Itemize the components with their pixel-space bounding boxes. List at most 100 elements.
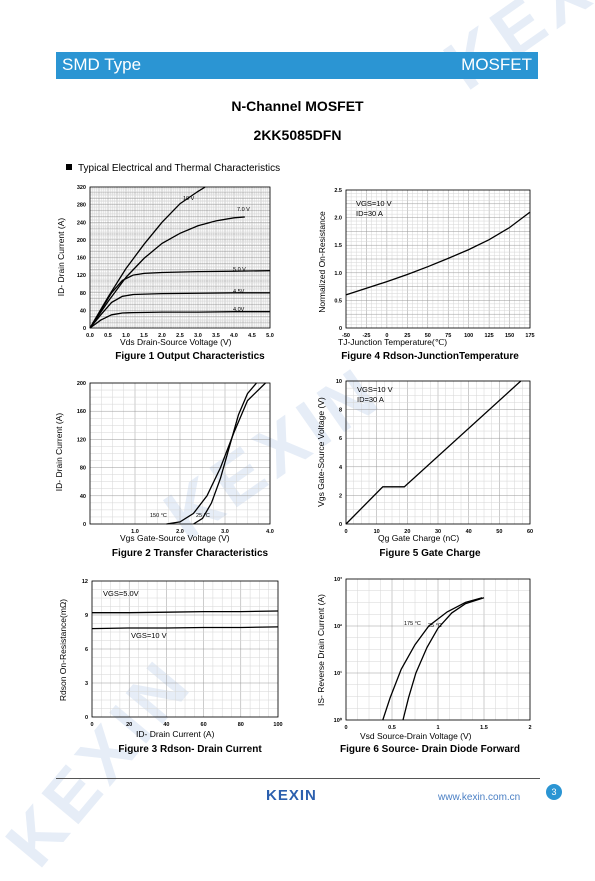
fig1-series-line-1 [89, 186, 206, 329]
fig6-xtick-label: 0 [344, 725, 347, 731]
fig1-ytick-label: 240 [77, 220, 86, 226]
header-type: SMD Type [62, 55, 142, 74]
fig4-xaxis-label: TJ-Junction Temperature(℃) [338, 337, 447, 347]
fig1-series-label: 10 V [183, 196, 195, 202]
fig4-xtick-label: 125 [485, 333, 494, 339]
bullet-square-icon [66, 164, 72, 170]
fig1-xtick-label: 0.5 [104, 333, 112, 339]
fig5-caption: Figure 5 Gate Charge [379, 548, 481, 559]
fig3-ytick-label: 0 [85, 715, 88, 721]
fig5-xtick-label: 50 [496, 529, 502, 535]
fig3-ytick-label: 12 [82, 579, 88, 585]
fig2-chart: 1.0 2.0 3.0 4.0 0 40 80 120 160 200 Vgs Gate-Sourc… [54, 381, 274, 543]
fig5-ytick-label: 0 [339, 522, 342, 528]
fig5-annotation: ID=30 A [357, 395, 384, 404]
fig6-xtick-label: 1.5 [480, 725, 488, 731]
fig1-series-line-2 [89, 216, 245, 329]
fig3-ytick-label: 6 [85, 647, 88, 653]
fig1-plot-frame [89, 186, 271, 329]
fig2-xtick-label: 4.0 [266, 529, 274, 535]
fig6-ytick-label: 10⁰ [334, 717, 343, 724]
fig3-xtick-label: 100 [273, 722, 282, 728]
fig2-ytick-label: 160 [77, 409, 86, 415]
fig5-ytick-label: 2 [339, 493, 342, 499]
fig4-annotation: ID=30 A [356, 209, 383, 218]
fig5-xtick-label: 10 [374, 529, 380, 535]
fig6-yaxis-label: IS- Reverse Drain Current (A) [316, 594, 326, 706]
fig2-series-label: 150 °C [150, 513, 167, 519]
fig2-xtick-label: 3.0 [221, 529, 229, 535]
fig3-chart: 0 20 40 60 80 100 0 3 6 9 12 ID- Drain Current (A) R… [58, 579, 283, 739]
fig4-xtick-label: 175 [525, 333, 534, 339]
fig1-xaxis-label: Vds Drain-Source Voltage (V) [120, 337, 232, 347]
fig3-plot-frame [91, 580, 279, 718]
fig3-series-line-1 [92, 610, 279, 614]
fig4-xtick-label: -50 [342, 333, 350, 339]
fig1-series-label: 7.0 V [237, 207, 250, 213]
page-title: N-Channel MOSFET [231, 98, 364, 114]
fig5-xtick-label: 20 [404, 529, 410, 535]
fig2-yaxis-label: ID- Drain Current (A) [54, 413, 64, 492]
fig2-ytick-label: 200 [77, 381, 86, 387]
fig1-ytick-label: 280 [77, 203, 86, 209]
fig4-xtick-label: 150 [505, 333, 514, 339]
fig1-ytick-label: 0 [83, 326, 86, 332]
fig4-yaxis-label: Normalized On-Resistance [317, 211, 327, 313]
fig3-annotation: VGS=10 V [131, 631, 167, 640]
fig1-xtick-label: 2.5 [176, 333, 184, 339]
fig2-ytick-label: 40 [80, 494, 86, 500]
part-number: 2KK5085DFN [253, 127, 342, 143]
fig4-ytick-label: 1.0 [334, 271, 342, 277]
fig3-ytick-label: 9 [85, 613, 88, 619]
fig1-series-line-3 [89, 270, 271, 329]
fig2-series-line-1 [166, 382, 266, 525]
fig1-xtick-label: 3.5 [212, 333, 220, 339]
footer-logo: KEXIN [266, 787, 317, 804]
fig2-series-label: 25 °C [196, 513, 210, 519]
fig3-xtick-label: 0 [90, 722, 93, 728]
fig4-xtick-label: 100 [464, 333, 473, 339]
fig4-series-line-1 [345, 211, 531, 296]
fig3-caption: Figure 3 Rdson- Drain Current [118, 744, 262, 755]
fig5-ytick-label: 8 [339, 408, 342, 414]
fig3-series-line-2 [91, 626, 279, 630]
footer-url[interactable]: www.kexin.com.cn [438, 792, 521, 803]
fig3-xtick-label: 40 [163, 722, 169, 728]
section-heading-text: Typical Electrical and Thermal Character… [78, 163, 281, 174]
header-category: MOSFET [461, 55, 532, 74]
fig4-xtick-label: 25 [404, 333, 410, 339]
fig1-series-label: 5.0 V [233, 267, 246, 273]
footer-rule [56, 778, 540, 779]
fig6-xaxis-label: Vsd Source-Drain Voltage (V) [360, 731, 472, 741]
fig5-xtick-label: 0 [344, 529, 347, 535]
fig2-plot-frame [89, 382, 271, 525]
fig2-xaxis-label: Vgs Gate-Source Voltage (V) [120, 533, 230, 543]
fig1-caption: Figure 1 Output Characteristics [115, 351, 265, 362]
fig3-xtick-label: 80 [238, 722, 244, 728]
fig5-ytick-label: 10 [336, 379, 342, 385]
fig4-annotation: VGS=10 V [356, 199, 392, 208]
fig1-series-label: 4.0V [233, 307, 245, 313]
fig1-ytick-label: 80 [80, 291, 86, 297]
fig6-series-line-1 [382, 597, 483, 721]
fig2-caption: Figure 2 Transfer Characteristics [111, 548, 269, 559]
fig6-ytick-label: 10¹ [334, 670, 342, 677]
fig1-xtick-label: 4.5 [248, 333, 256, 339]
fig5-annotation: VGS=10 V [357, 385, 393, 394]
fig6-xtick-label: 0.5 [388, 725, 396, 731]
fig2-series-line-2 [193, 382, 257, 525]
fig1-xtick-label: 1.0 [122, 333, 130, 339]
fig4-ytick-label: 2.0 [334, 216, 342, 222]
fig1-xtick-label: 3.0 [194, 333, 202, 339]
fig2-ytick-label: 80 [80, 466, 86, 472]
fig5-ytick-label: 4 [339, 465, 343, 471]
fig3-xtick-label: 20 [126, 722, 132, 728]
fig4-ytick-label: 2.5 [334, 188, 342, 194]
fig1-yaxis-label: ID- Drain Current (A) [56, 218, 66, 297]
fig6-caption: Figure 6 Source- Drain Diode Forward [339, 744, 521, 755]
fig1-series-line-5 [89, 311, 270, 329]
fig1-xtick-label: 5.0 [266, 333, 274, 339]
fig6-ytick-label: 10² [334, 623, 342, 630]
fig4-ytick-label: 1.5 [334, 243, 342, 249]
fig6-series-label: 25 °C [428, 623, 442, 629]
